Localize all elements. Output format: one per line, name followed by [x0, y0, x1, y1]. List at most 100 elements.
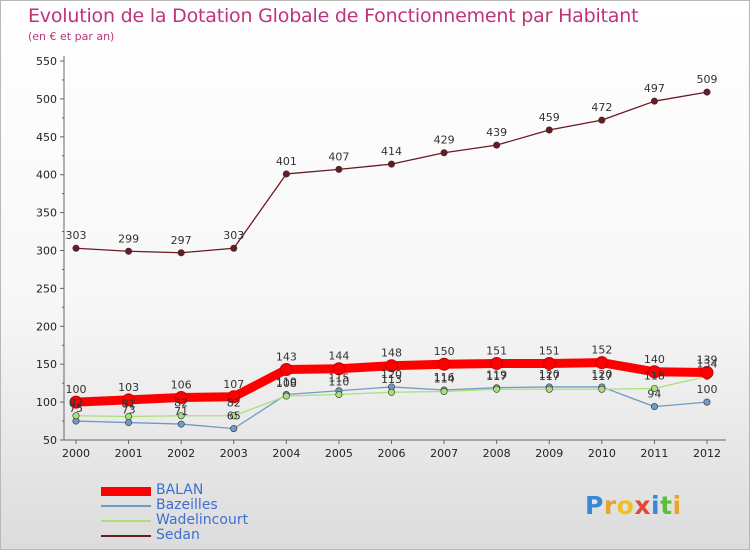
data-label-wadelincourt: 117: [486, 370, 507, 383]
data-point-wadelincourt: [598, 385, 606, 393]
data-point-bazeilles: [703, 398, 711, 406]
data-label-bazeilles: 119: [486, 369, 507, 382]
data-point-sedan: [650, 97, 658, 105]
legend-label: Bazeilles: [156, 497, 218, 513]
data-point-balan: [332, 362, 346, 376]
logo-letter: r: [603, 491, 617, 520]
y-tick-label: 100: [36, 396, 57, 409]
logo-letter: i: [651, 491, 661, 520]
data-label-bazeilles: 73: [122, 404, 136, 417]
data-label-balan: 103: [118, 381, 139, 394]
data-point-wadelincourt: [125, 413, 133, 421]
x-tick-label: 2007: [430, 447, 458, 460]
data-label-balan: 151: [486, 344, 507, 357]
logo-letter: o: [616, 491, 635, 520]
data-point-sedan: [440, 149, 448, 157]
data-label-bazeilles: 94: [647, 388, 661, 401]
data-label-bazeilles: 100: [697, 383, 718, 396]
legend-swatch: [101, 487, 151, 496]
data-point-wadelincourt: [493, 385, 501, 393]
data-label-bazeilles: 116: [434, 371, 455, 384]
axes: 50 100 150 200 250 300 350 400 450 500 550 2000 2001…: [36, 55, 726, 460]
y-tick-label: 50: [43, 434, 57, 447]
data-point-balan: [174, 391, 188, 405]
y-tick-label: 500: [36, 93, 57, 106]
data-label-balan: 106: [171, 379, 192, 392]
data-label-bazeilles: 71: [174, 405, 188, 418]
data-label-bazeilles: 75: [69, 402, 83, 415]
data-label-sedan: 299: [118, 232, 139, 245]
data-point-sedan: [230, 244, 238, 252]
legend-swatch: [101, 520, 151, 522]
data-point-sedan: [177, 249, 185, 257]
data-label-wadelincourt: 108: [276, 377, 297, 390]
logo-letter: i: [672, 491, 682, 520]
data-label-wadelincourt: 114: [434, 372, 455, 385]
y-tick-label: 450: [36, 131, 57, 144]
data-point-balan: [69, 395, 83, 409]
x-tick-label: 2002: [167, 447, 195, 460]
data-point-balan: [437, 357, 451, 371]
data-point-balan: [542, 356, 556, 370]
data-label-wadelincourt: 117: [591, 370, 612, 383]
legend-swatch: [101, 535, 151, 537]
data-point-bazeilles: [650, 403, 658, 411]
data-point-bazeilles: [125, 419, 133, 427]
data-label-balan: 148: [381, 347, 402, 360]
data-point-balan: [595, 356, 609, 370]
y-tick-label: 300: [36, 245, 57, 258]
data-point-wadelincourt: [545, 385, 553, 393]
y-tick-label: 200: [36, 320, 57, 333]
x-tick-label: 2009: [535, 447, 563, 460]
y-tick-label: 250: [36, 282, 57, 295]
data-label-sedan: 472: [591, 101, 612, 114]
data-label-sedan: 407: [328, 150, 349, 163]
data-label-wadelincourt: 81: [122, 398, 136, 411]
data-label-bazeilles: 120: [591, 368, 612, 381]
data-label-wadelincourt: 82: [174, 397, 188, 410]
data-label-sedan: 297: [171, 234, 192, 247]
x-tick-label: 2010: [588, 447, 616, 460]
proxiti-logo: Proxiti: [585, 491, 682, 520]
data-point-wadelincourt: [230, 412, 238, 420]
data-point-sedan: [545, 126, 553, 134]
data-label-balan: 100: [66, 383, 87, 396]
data-point-sedan: [125, 247, 133, 255]
data-point-wadelincourt: [440, 387, 448, 395]
data-point-balan: [122, 393, 136, 407]
data-label-bazeilles: 120: [381, 368, 402, 381]
data-label-sedan: 497: [644, 82, 665, 95]
data-label-wadelincourt: 110: [328, 376, 349, 389]
chart-title: Evolution de la Dotation Globale de Fonc…: [28, 5, 639, 27]
data-label-bazeilles: 115: [328, 372, 349, 385]
data-label-sedan: 303: [66, 229, 87, 242]
data-label-bazeilles: 65: [227, 410, 241, 423]
x-tick-label: 2004: [272, 447, 300, 460]
y-tick-label: 550: [36, 55, 57, 68]
data-point-balan: [385, 359, 398, 373]
data-point-sedan: [335, 165, 343, 173]
data-label-balan: 151: [539, 344, 560, 357]
data-point-wadelincourt: [650, 384, 658, 392]
data-point-wadelincourt: [177, 412, 185, 420]
chart-subtitle: (en € et par an): [28, 30, 115, 43]
data-label-balan: 144: [328, 350, 349, 363]
data-point-sedan: [703, 88, 711, 96]
data-label-balan: 140: [644, 353, 665, 366]
data-label-balan: 150: [434, 345, 455, 358]
data-label-wadelincourt: 118: [644, 369, 665, 382]
x-tick-label: 2006: [378, 447, 406, 460]
data-point-balan: [227, 390, 241, 404]
x-tick-label: 2005: [325, 447, 353, 460]
data-point-sedan: [282, 170, 290, 178]
data-label-sedan: 439: [486, 126, 507, 139]
data-label-sedan: 509: [697, 73, 718, 86]
data-label-wadelincourt: 117: [539, 370, 560, 383]
data-point-balan: [279, 363, 293, 377]
y-tick-label: 400: [36, 169, 57, 182]
data-point-sedan: [598, 116, 606, 124]
data-label-sedan: 414: [381, 145, 402, 158]
y-tick-label: 150: [36, 358, 57, 371]
data-point-balan: [647, 365, 661, 379]
